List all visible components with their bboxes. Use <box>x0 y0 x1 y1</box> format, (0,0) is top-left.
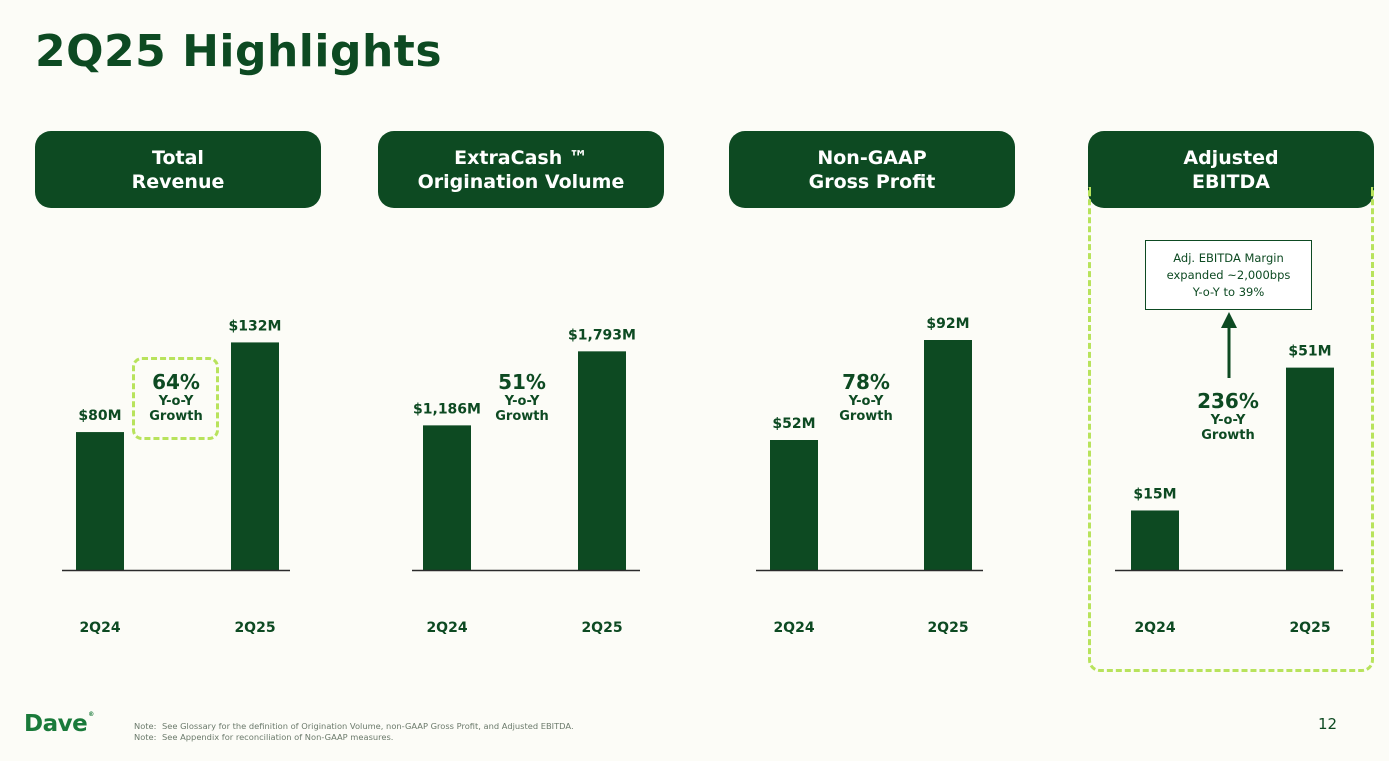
panel-header-total-revenue: Total Revenue <box>35 131 321 208</box>
growth-label: Y-o-Y <box>1210 413 1246 428</box>
bar-2q24 <box>770 440 818 570</box>
header-line: Adjusted <box>1183 146 1279 169</box>
growth-annotation: 64% Y-o-Y Growth <box>133 370 219 424</box>
data-label: $92M <box>926 316 969 332</box>
category-tick-label: 2Q25 <box>927 620 968 636</box>
dave-logo: Dave® <box>24 711 94 737</box>
bar-2q24 <box>76 432 124 570</box>
bar-2q25 <box>924 340 972 570</box>
growth-label: Y-o-Y <box>848 394 884 409</box>
category-tick-label: 2Q24 <box>426 620 467 636</box>
growth-annotation: 236% Y-o-Y Growth <box>1183 389 1273 443</box>
bar-2q25 <box>231 342 279 570</box>
data-label: $15M <box>1133 486 1176 502</box>
header-line: Non-GAAP <box>817 146 927 169</box>
page-number: 12 <box>1318 715 1338 733</box>
category-tick-label: 2Q24 <box>1134 620 1175 636</box>
growth-percent: 64% <box>152 370 200 394</box>
page-title: 2Q25 Highlights <box>35 26 443 77</box>
header-line: Total <box>152 146 204 169</box>
growth-label: Growth <box>1201 428 1255 443</box>
growth-percent: 51% <box>498 370 546 394</box>
data-label: $1,186M <box>413 401 481 417</box>
header-line: Gross Profit <box>808 170 936 193</box>
registered-mark: ® <box>88 711 94 718</box>
bar-2q25 <box>1286 367 1334 570</box>
panel-header-extracash: ExtraCash ™ Origination Volume <box>378 131 664 208</box>
data-label: $80M <box>78 408 121 424</box>
ebitda-highlight-frame <box>1088 187 1374 672</box>
category-tick-label: 2Q24 <box>773 620 814 636</box>
category-tick-label: 2Q25 <box>1289 620 1330 636</box>
callout-line: Y-o-Y to 39% <box>1192 284 1265 299</box>
growth-percent: 78% <box>842 370 890 394</box>
data-label: $132M <box>229 318 282 334</box>
bar-2q25 <box>578 351 626 570</box>
footnotes: Note: See Glossary for the definition of … <box>134 721 574 743</box>
logo-wordmark: Dave <box>24 711 88 737</box>
growth-label: Growth <box>149 409 203 424</box>
footnote: Note: See Appendix for reconciliation of … <box>134 732 394 742</box>
growth-annotation: 78% Y-o-Y Growth <box>821 370 911 424</box>
growth-annotation: 51% Y-o-Y Growth <box>477 370 567 424</box>
growth-label: Y-o-Y <box>158 394 194 409</box>
data-label: $52M <box>772 416 815 432</box>
footnote: Note: See Glossary for the definition of … <box>134 721 574 731</box>
callout-line: Adj. EBITDA Margin <box>1173 250 1284 265</box>
header-line: Revenue <box>131 170 225 193</box>
ebitda-margin-callout: Adj. EBITDA Margin expanded ~2,000bps Y-… <box>1145 240 1312 310</box>
growth-highlight-box <box>132 357 219 440</box>
header-line: Origination Volume <box>417 170 625 193</box>
data-label: $51M <box>1288 344 1331 360</box>
category-tick-label: 2Q25 <box>234 620 275 636</box>
callout-line: expanded ~2,000bps <box>1166 267 1291 282</box>
panel-header-gross-profit: Non-GAAP Gross Profit <box>729 131 1015 208</box>
category-tick-label: 2Q24 <box>79 620 120 636</box>
growth-label: Y-o-Y <box>504 394 540 409</box>
header-line: ExtraCash ™ <box>454 146 588 169</box>
bar-2q24 <box>423 425 471 570</box>
growth-percent: 236% <box>1197 389 1259 413</box>
data-label: $1,793M <box>568 327 636 343</box>
category-tick-label: 2Q25 <box>581 620 622 636</box>
panel-header-adjusted-ebitda: Adjusted EBITDA <box>1088 131 1374 208</box>
bar-2q24 <box>1131 510 1179 570</box>
header-line: EBITDA <box>1192 170 1270 193</box>
growth-label: Growth <box>495 409 549 424</box>
callout-arrow-head <box>1221 312 1237 328</box>
growth-label: Growth <box>839 409 893 424</box>
